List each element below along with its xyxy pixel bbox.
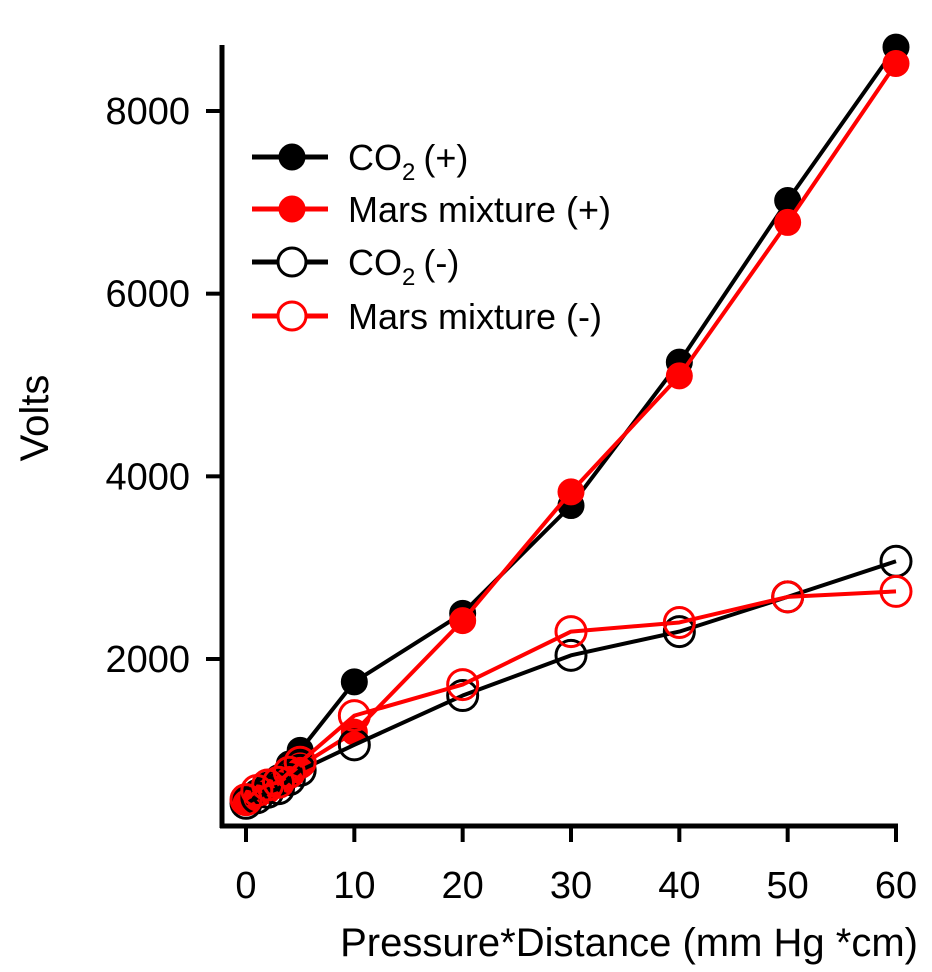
y-tick-label: 6000	[105, 274, 190, 316]
y-tick-label: 4000	[105, 456, 190, 498]
legend-label: CO2 (+)	[348, 137, 468, 186]
data-point	[446, 679, 480, 713]
series-0	[232, 33, 910, 812]
axes: 0 10 20 30 40 50 60 2000 4000 6000 8000	[105, 45, 917, 907]
x-tick-label: 30	[550, 865, 592, 907]
data-point	[449, 607, 477, 635]
series-2	[229, 544, 913, 820]
data-point	[557, 478, 585, 506]
legend: CO2 (+)Mars mixture (+) CO2 (-) Mars mixture…	[252, 137, 611, 337]
data-point	[665, 362, 693, 390]
series-1	[232, 50, 910, 815]
data-point	[337, 699, 371, 733]
legend-marker	[276, 300, 308, 332]
legend-label: CO2 (-)	[348, 242, 459, 291]
x-axis-label: Pressure*Distance (mm Hg *cm)	[340, 921, 918, 965]
x-tick-label: 50	[767, 865, 809, 907]
legend-item-2: CO2 (-)	[252, 242, 459, 291]
legend-marker	[278, 143, 306, 171]
y-tick-label: 8000	[105, 91, 190, 133]
x-tick-label: 0	[235, 865, 256, 907]
x-tick-label: 60	[875, 865, 917, 907]
legend-item-1: Mars mixture (+)	[252, 189, 611, 230]
series-line	[245, 62, 898, 803]
series-3	[229, 574, 913, 817]
data-point	[554, 638, 588, 672]
data-point	[662, 615, 696, 649]
data-point	[662, 605, 696, 639]
x-tick-label: 10	[333, 865, 375, 907]
data-point	[446, 668, 480, 702]
legend-marker	[278, 195, 306, 223]
legend-item-3: Mars mixture (-)	[252, 296, 602, 337]
data-point	[879, 574, 913, 608]
x-tick-label: 40	[658, 865, 700, 907]
legend-marker	[276, 246, 308, 278]
legend-label: Mars mixture (-)	[348, 296, 602, 337]
legend-label: Mars mixture (+)	[348, 189, 611, 230]
data-point	[774, 208, 802, 236]
series-line	[245, 559, 897, 806]
x-tick-label: 20	[442, 865, 484, 907]
y-tick-label: 2000	[105, 639, 190, 681]
data-point	[262, 765, 295, 799]
legend-item-0: CO2 (+)	[252, 137, 468, 186]
series-layer	[229, 33, 913, 820]
data-point	[283, 745, 317, 779]
y-axis-label: Volts	[13, 375, 57, 462]
data-point	[882, 50, 910, 78]
data-point	[272, 755, 306, 789]
data-point	[554, 615, 588, 649]
data-point	[771, 580, 805, 614]
series-line	[244, 589, 897, 802]
data-point	[340, 668, 368, 696]
